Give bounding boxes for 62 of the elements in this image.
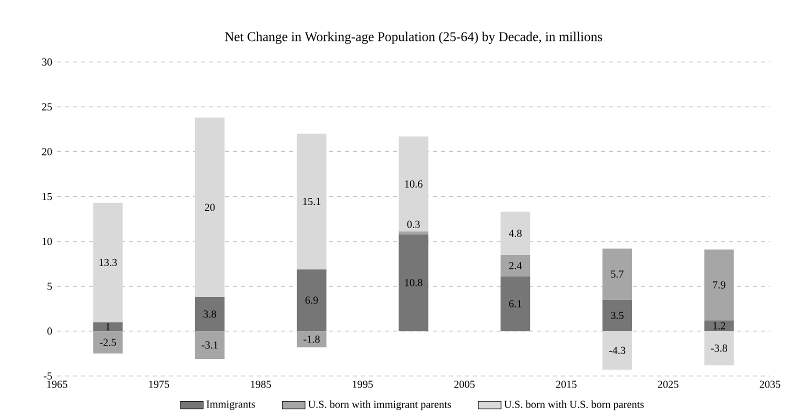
x-tick-label: 1975 [149,380,170,388]
y-tick-label: 25 [42,103,52,110]
data-label: 3.8 [204,310,216,318]
data-label: -2.5 [100,338,116,346]
data-label: 15.1 [303,198,320,206]
bar [296,269,326,332]
legend-label: U.S. born with immigrant parents [308,400,451,410]
bar [602,300,632,332]
bar [296,134,326,270]
y-tick-label: 20 [42,148,52,156]
data-label: 10.6 [405,180,423,188]
data-label: 0.3 [407,220,420,228]
x-tick-label: 2015 [556,380,577,388]
x-tick-label: 1965 [47,380,68,388]
bar [195,118,225,298]
data-label: 7.9 [713,281,726,289]
data-label: 6.9 [305,296,318,304]
bar [398,136,428,232]
x-tick-label: 1985 [250,380,271,388]
bar [93,322,123,332]
bar [602,331,632,370]
data-label: 4.8 [508,230,522,237]
bar [398,232,428,234]
y-tick-label: 0 [47,328,52,335]
x-tick-label: 2005 [454,380,475,388]
data-label: -1.8 [304,336,320,343]
bar [704,331,734,366]
data-label: 20 [204,204,215,211]
data-label: 5.7 [611,270,624,278]
bar [398,234,428,332]
data-label: 1.2 [713,322,726,330]
data-label: 13.3 [100,258,117,266]
data-label: -3.1 [202,341,218,349]
legend-label: Immigrants [206,400,255,410]
x-tick-label: 2025 [658,380,678,388]
data-label: -3.8 [711,344,728,352]
bar [93,202,123,322]
data-label: 6.1 [509,300,522,308]
bar [500,212,530,255]
y-tick-label: 30 [42,58,52,66]
data-label: 2.4 [509,262,522,270]
x-tick-label: 1995 [352,380,373,388]
x-tick-label: 2035 [760,380,780,388]
bar [296,331,326,348]
legend-label: U.S. born with U.S. born parents [504,400,644,410]
data-label: 1 [106,323,110,330]
y-tick-label: -5 [44,372,52,380]
y-tick-label: 5 [48,282,52,290]
bar [93,331,123,354]
bar [195,297,225,332]
bar [195,331,225,359]
data-label: -4.3 [609,346,626,354]
bar [500,276,530,332]
bar [704,249,734,320]
y-tick-label: 10 [42,238,52,246]
data-label: 3.5 [611,312,624,320]
chart-title: Net Change in Working-age Population (25-64) by Decade, in millions [224,32,602,44]
bar [602,248,632,300]
bar [500,254,530,276]
data-label: 10.8 [405,279,422,286]
y-tick-label: 15 [42,192,52,200]
bar [704,320,734,332]
